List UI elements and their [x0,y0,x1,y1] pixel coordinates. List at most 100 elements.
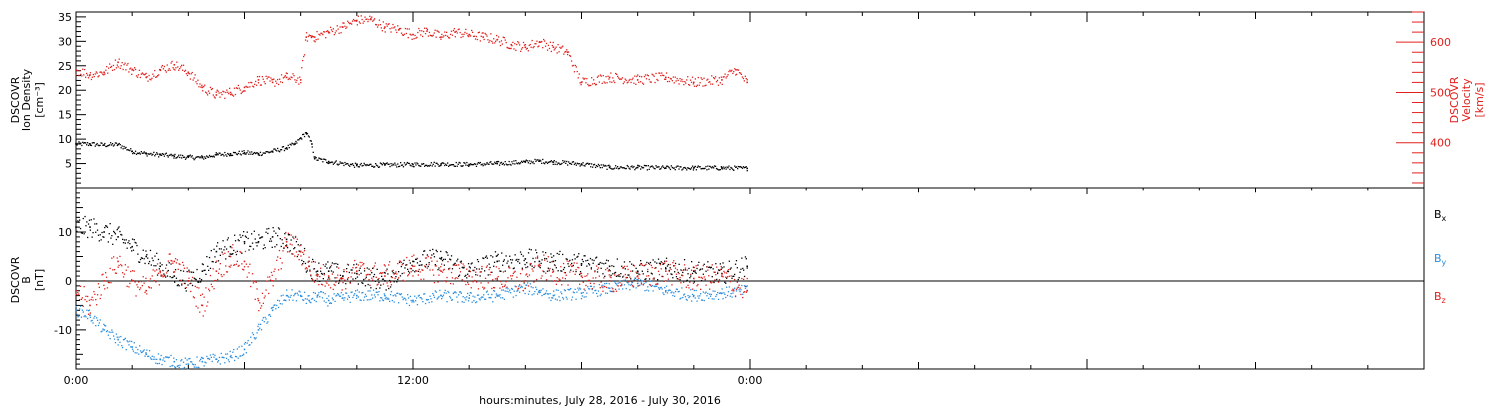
bz-sample [90,298,92,301]
by-sample [631,283,633,285]
velocity-sample [304,39,307,41]
by-sample [645,281,647,283]
by-sample [211,360,213,363]
by-sample [301,295,303,297]
velocity-point [510,43,513,46]
velocity-sample [223,91,225,93]
density-sample [310,140,312,142]
velocity-sample [697,76,699,79]
density-sample [501,163,503,165]
velocity-sample [306,40,309,42]
bz-sample [325,281,327,283]
velocity-sample [427,35,430,37]
bx-sample [146,254,148,256]
bz-sample [681,269,683,272]
velocity-sample [316,31,318,33]
density-sample [123,145,125,148]
velocity-sample [364,16,366,18]
bz-sample [695,265,697,267]
by-sample [169,365,171,368]
b-tick-label: 10 [58,226,72,239]
bx-point [552,260,555,263]
bz-sample [654,267,656,269]
bx-sample [247,237,249,240]
bz-sample [638,277,640,279]
bx-sample [450,259,452,261]
by-sample [636,278,638,280]
velocity-sample [656,78,658,81]
bz-sample [562,277,564,279]
density-sample [595,165,598,167]
bottom-panel-frame [75,187,1425,370]
density-sample [188,155,190,157]
bx-sample [522,255,524,257]
bz-sample [678,272,680,275]
bx-sample [171,277,173,279]
density-sample [580,164,582,166]
by-sample [476,301,478,303]
velocity-sample [202,90,204,92]
bx-sample [277,227,280,229]
bz-sample [97,283,100,285]
by-sample [652,290,654,292]
bx-sample [257,242,259,244]
top-right-ylabel-line-3: [km/s] [1473,82,1486,117]
velocity-sample [188,73,190,75]
velocity-sample [87,77,90,79]
density-sample [658,166,660,168]
bx-sample [153,265,155,267]
by-sample [197,366,199,368]
bz-sample [658,273,661,276]
velocity-sample [151,77,153,79]
by-sample [728,286,730,288]
bx-sample [131,250,133,252]
bz-sample [240,251,242,254]
bz-sample [95,299,97,301]
by-sample [727,291,730,293]
bx-sample [607,260,609,262]
density-sample [96,142,98,145]
by-sample [450,299,453,301]
density-point [496,162,498,165]
by-sample [495,293,497,295]
velocity-sample [447,35,449,37]
bz-sample [479,271,481,273]
density-sample [537,159,539,161]
bz-sample [518,287,520,289]
density-sample [723,168,725,170]
by-sample [549,293,551,295]
density-sample [743,167,745,169]
velocity-sample [112,64,115,67]
velocity-sample [627,81,629,83]
bx-sample [97,234,100,236]
bz-point [187,280,190,282]
density-sample [414,162,416,164]
velocity-sample [600,75,602,77]
by-sample [510,287,513,290]
bz-sample [645,263,647,265]
bx-sample [596,256,598,258]
velocity-sample [322,33,324,36]
bz-sample [208,290,211,292]
bx-sample [716,278,718,281]
bx-sample [78,221,80,223]
by-sample [109,338,111,340]
bz-sample [191,276,194,279]
bz-sample [265,289,267,291]
bx-point [75,226,77,228]
velocity-sample [121,62,123,64]
by-sample [116,336,118,338]
density-sample [574,162,576,164]
density-sample [175,157,177,159]
bx-sample [379,287,381,289]
density-sample [192,157,194,159]
by-sample [452,292,454,295]
bz-sample [296,238,298,240]
by-sample [589,285,592,287]
bz-point [356,270,358,272]
bz-sample [458,264,460,266]
bx-sample [445,251,447,253]
by-sample [487,293,489,296]
density-sample [687,167,689,169]
by-sample [672,294,674,297]
